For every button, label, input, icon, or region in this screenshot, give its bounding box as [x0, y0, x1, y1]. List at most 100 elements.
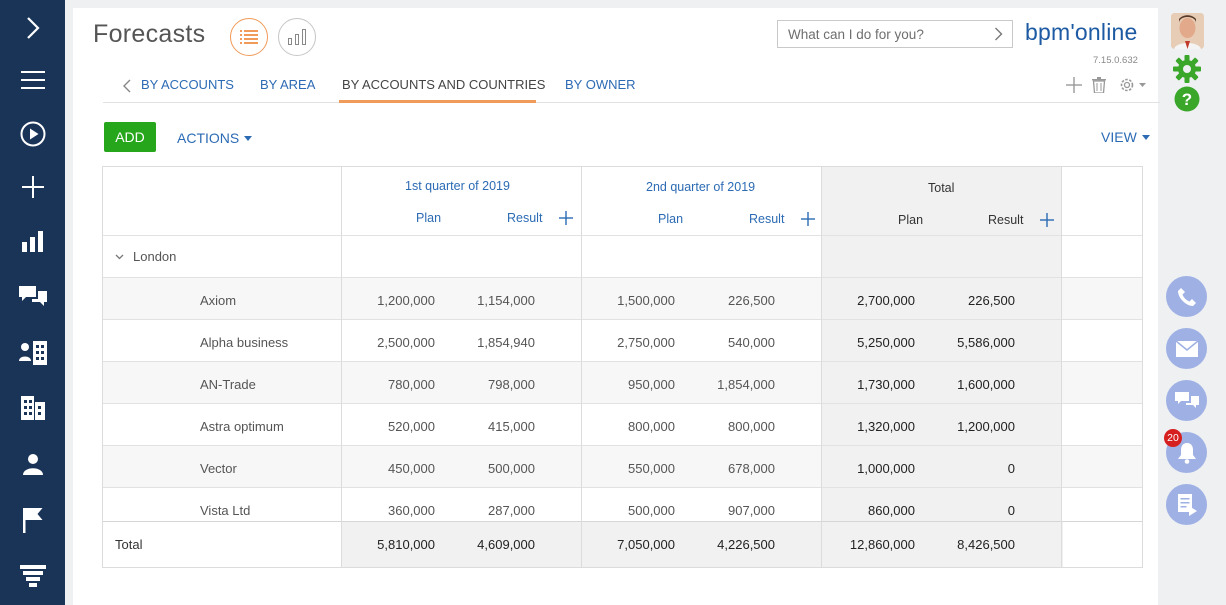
tab-by-owner[interactable]: BY OWNER: [565, 77, 636, 92]
row-total-plan: 1,320,000: [857, 419, 915, 434]
chat-icon: [1174, 391, 1199, 408]
add-column-plus-icon[interactable]: [801, 212, 815, 226]
row-total-plan: 2,700,000: [857, 293, 915, 308]
row-bg: [103, 487, 1142, 521]
row-q1-plan: 520,000: [388, 419, 435, 434]
tab-by-accounts-and-countries[interactable]: BY ACCOUNTS AND COUNTRIES: [342, 77, 546, 92]
avatar[interactable]: [1171, 13, 1204, 49]
chat-button[interactable]: [1166, 380, 1207, 421]
contacts-org-button[interactable]: [0, 331, 65, 375]
contacts-button[interactable]: [0, 442, 65, 486]
add-column-plus-icon[interactable]: [559, 211, 573, 225]
documents-button[interactable]: [1166, 484, 1207, 525]
bell-icon: [1177, 442, 1196, 464]
page-title: Forecasts: [93, 20, 206, 48]
row-q1-result: 1,154,000: [477, 293, 535, 308]
totals-q2-plan: 7,050,000: [617, 537, 675, 552]
totals-q1-plan: 5,810,000: [377, 537, 435, 552]
row-account-name: Astra optimum: [200, 419, 284, 434]
dashboards-button[interactable]: [0, 219, 65, 263]
caret-down-icon: [244, 136, 253, 141]
list-icon: [240, 30, 258, 44]
play-icon: [20, 121, 45, 147]
menu-button[interactable]: [0, 58, 65, 102]
right-sidebar: ?: [1160, 0, 1226, 605]
command-line-input[interactable]: What can I do for you?: [777, 20, 1013, 48]
row-q1-result: 1,854,940: [477, 335, 535, 350]
row-total-plan: 1,000,000: [857, 461, 915, 476]
actions-menu-button[interactable]: ACTIONS: [177, 130, 253, 146]
forecast-grid: 1st quarter of 2019 Plan Result 2nd quar…: [102, 166, 1143, 568]
command-line-placeholder: What can I do for you?: [788, 26, 924, 42]
divider: [103, 235, 1142, 236]
chat-icon: [18, 286, 47, 306]
divider: [1061, 167, 1062, 567]
quick-add-button[interactable]: [0, 165, 65, 209]
row-bg: [103, 403, 1142, 445]
funnel-button[interactable]: [0, 554, 65, 598]
tab-bar: BY ACCOUNTS BY AREA BY ACCOUNTS AND COUN…: [103, 72, 1163, 103]
totals-row: [103, 521, 1063, 567]
settings-gear-icon[interactable]: [1119, 77, 1147, 93]
divider: [103, 445, 1142, 446]
row-total-plan: 5,250,000: [857, 335, 915, 350]
view-menu-button[interactable]: VIEW: [1101, 129, 1150, 145]
delete-tab-icon[interactable]: [1092, 77, 1106, 93]
divider: [103, 361, 1142, 362]
row-account-name: AN-Trade: [200, 377, 256, 392]
row-total-result: 1,600,000: [957, 377, 1015, 392]
q2-result-header: Result: [749, 212, 785, 226]
q1-result-header: Result: [507, 211, 543, 225]
row-bg: [103, 277, 1142, 319]
divider: [581, 167, 582, 567]
accounts-button[interactable]: [0, 386, 65, 430]
chevron-right-icon: [26, 17, 40, 39]
caret-down-icon: [1141, 135, 1150, 140]
activities-button[interactable]: [0, 498, 65, 542]
group-label: London: [133, 249, 177, 264]
chart-view-button[interactable]: [278, 18, 316, 56]
row-total-result: 0: [1007, 503, 1015, 518]
list-view-button[interactable]: [230, 18, 268, 56]
back-chevron-icon[interactable]: [123, 79, 131, 93]
group-row-bg: [103, 235, 1142, 277]
add-tab-icon[interactable]: [1066, 77, 1082, 93]
row-q2-plan: 500,000: [628, 503, 675, 518]
gear-icon[interactable]: [1173, 55, 1201, 83]
row-bg: [103, 445, 1142, 487]
feed-button[interactable]: [0, 274, 65, 318]
email-button[interactable]: [1166, 328, 1207, 369]
plus-icon: [21, 176, 44, 198]
divider: [103, 487, 1142, 488]
help-icon[interactable]: ?: [1174, 86, 1200, 112]
divider: [103, 319, 1142, 320]
phone-button[interactable]: [1166, 276, 1207, 317]
tab-by-area[interactable]: BY AREA: [260, 77, 316, 92]
process-button[interactable]: [0, 112, 65, 156]
add-column-plus-icon[interactable]: [1040, 213, 1054, 227]
totals-label: Total: [115, 537, 143, 552]
row-q1-plan: 780,000: [388, 377, 435, 392]
row-q2-result: 907,000: [728, 503, 775, 518]
total-plan-header: Plan: [898, 213, 924, 227]
expand-sidebar-button[interactable]: [0, 6, 65, 50]
row-total-result: 5,586,000: [957, 335, 1015, 350]
add-button[interactable]: ADD: [104, 122, 156, 152]
org-icon: [18, 341, 47, 365]
row-q2-plan: 1,500,000: [617, 293, 675, 308]
avatar-image: [1171, 13, 1204, 49]
row-total-plan: 860,000: [868, 503, 915, 518]
row-q2-result: 226,500: [728, 293, 775, 308]
row-q2-result: 800,000: [728, 419, 775, 434]
row-account-name: Axiom: [200, 293, 237, 308]
tab-by-accounts[interactable]: BY ACCOUNTS: [141, 77, 234, 92]
actions-label: ACTIONS: [177, 130, 240, 146]
row-bg: [103, 361, 1142, 403]
q2-plan-header: Plan: [658, 212, 684, 226]
q1-plan-header: Plan: [416, 211, 442, 225]
logo: bpm'online: [1025, 19, 1138, 45]
row-total-result: 226,500: [968, 293, 1015, 308]
row-q2-result: 1,854,000: [717, 377, 775, 392]
group-row-london[interactable]: London: [113, 249, 313, 267]
chevron-right-icon: [995, 27, 1003, 41]
